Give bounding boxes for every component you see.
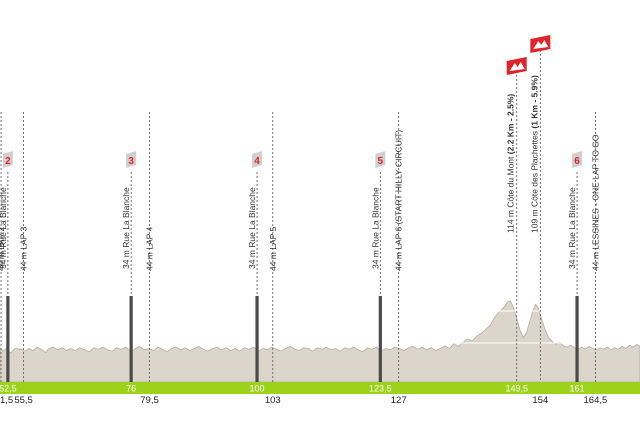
km-tick-label: 164,5 bbox=[584, 395, 608, 406]
cobble-bar bbox=[129, 296, 133, 382]
climb-detail: (1 Km - 5.9%) bbox=[529, 75, 539, 129]
sector-flag bbox=[375, 151, 386, 168]
climb-label: 114 m Côte du Mont (2.2 Km - 2.5%) bbox=[506, 94, 516, 233]
baseline-bar bbox=[0, 382, 640, 394]
climb-detail: (2.2 Km - 2.5%) bbox=[506, 94, 516, 155]
km-tick-label: 103 bbox=[265, 395, 281, 406]
cobble-bar bbox=[6, 296, 10, 382]
cobble-bar bbox=[575, 296, 579, 382]
cobble-label: 34 m Rue La Blanche bbox=[567, 187, 577, 269]
sector-number: 2 bbox=[5, 156, 11, 167]
mountain-icon bbox=[533, 40, 549, 49]
km-bar-label: 123,5 bbox=[369, 384, 392, 394]
cobble-label: 34 m Rue La Blanche bbox=[247, 187, 257, 269]
km-bar-label: 52,5 bbox=[0, 384, 17, 394]
km-tick-label: 79,5 bbox=[140, 395, 159, 406]
cobble-bar bbox=[378, 296, 382, 382]
km-tick-label: 55,5 bbox=[14, 395, 33, 406]
sector-flag bbox=[252, 151, 263, 168]
cobble-label: 34 m Rue La Blanche bbox=[121, 187, 131, 269]
mountain-icon bbox=[509, 62, 525, 71]
lap-label: 44 m LAP 3 bbox=[19, 226, 29, 271]
km-tick-label: 1,5 bbox=[0, 395, 13, 406]
lap-label: 44 m LAP 6 (START HILLY CIRCUIT) bbox=[394, 130, 404, 271]
km-bar-label: 161 bbox=[570, 384, 585, 394]
lap-label: 44 m LAP 2 bbox=[0, 226, 6, 271]
lap-label: 44 m LAP 5 bbox=[268, 226, 278, 271]
sector-flag bbox=[126, 151, 137, 168]
sector-number: 5 bbox=[378, 156, 384, 167]
sector-number: 6 bbox=[574, 156, 580, 167]
cobble-bar bbox=[255, 296, 259, 382]
sector-flag bbox=[2, 151, 13, 168]
km-bar-label: 149,5 bbox=[505, 384, 528, 394]
km-bar-label: 76 bbox=[126, 384, 136, 394]
climb-label: 109 m Côte des Plachettes (1 Km - 5.9%) bbox=[529, 75, 539, 233]
cobble-label: 34 m Rue La Blanche bbox=[0, 187, 8, 269]
km-tick-label: 154 bbox=[532, 395, 548, 406]
sector-number: 4 bbox=[254, 156, 260, 167]
km-tick-label: 127 bbox=[391, 395, 407, 406]
lap-label: 44 m LAP 4 bbox=[145, 226, 155, 271]
km-bar-label: 100 bbox=[250, 384, 265, 394]
sector-flag bbox=[572, 151, 583, 168]
cobble-label: 34 m Rue La Blanche bbox=[370, 187, 380, 269]
profile-area bbox=[0, 300, 640, 383]
sector-number: 3 bbox=[128, 156, 134, 167]
lap-label: 44 m LESSINES - ONE LAP TO GO bbox=[590, 134, 600, 271]
